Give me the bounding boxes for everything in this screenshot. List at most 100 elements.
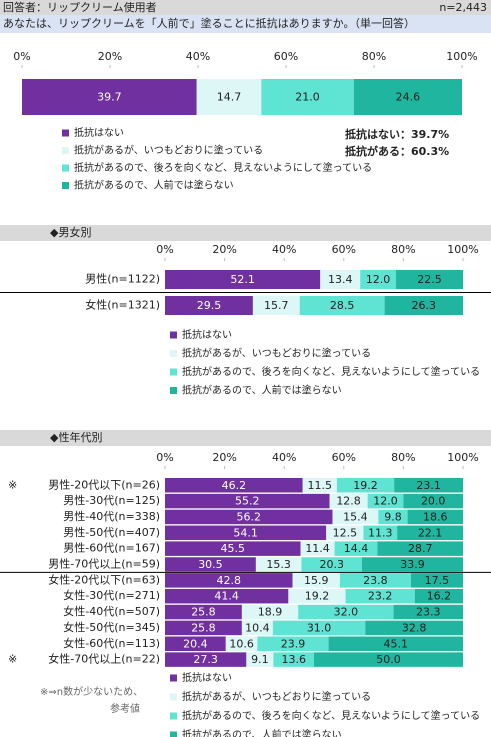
x-tick-label: 60% xyxy=(332,243,356,256)
bar-segment xyxy=(261,79,354,115)
bar-segment xyxy=(361,557,463,572)
bar-segment xyxy=(320,270,361,289)
value-label: 23.8 xyxy=(363,574,388,587)
bar-segment xyxy=(241,620,273,636)
bar-segment xyxy=(328,636,463,651)
value-label: 33.9 xyxy=(400,558,425,571)
category-label: 女性-20代以下(n=63) xyxy=(48,572,160,586)
bar-segment xyxy=(339,573,411,588)
value-label: 20.3 xyxy=(319,558,344,571)
bar-segment xyxy=(165,604,242,620)
legend-swatch xyxy=(170,368,177,376)
category-label: 男性-40代(n=338) xyxy=(63,509,160,523)
value-label: 30.5 xyxy=(198,558,223,571)
value-label: 11.4 xyxy=(305,542,330,555)
value-label: 55.2 xyxy=(235,495,260,508)
legend-swatch xyxy=(62,147,69,154)
value-label: 9.1 xyxy=(251,653,269,666)
bar-segment xyxy=(403,493,463,509)
value-label: 39.7 xyxy=(97,91,122,104)
legend-label: 抵抗があるので、後ろを向くなど、見えないようにして塗っている xyxy=(182,709,480,722)
value-label: 23.3 xyxy=(416,606,441,619)
bar-segment xyxy=(252,296,300,315)
value-label: 14.4 xyxy=(344,542,369,555)
x-tick-label: 20% xyxy=(212,451,236,464)
value-label: 41.4 xyxy=(214,590,239,603)
category-label: 男性-70代以上(n=59) xyxy=(48,557,160,571)
category-label: 男性-20代以下(n=26) xyxy=(48,477,160,491)
bar-segment xyxy=(300,541,335,556)
legend-label: 抵抗があるが、いつもどおりに塗っている xyxy=(182,347,371,360)
legend-label: 抵抗はない xyxy=(182,671,232,684)
bar-segment xyxy=(246,652,274,667)
legend-swatch xyxy=(62,129,69,137)
value-label: 32.8 xyxy=(402,621,427,634)
value-label: 20.4 xyxy=(183,637,208,650)
legend-label: 抵抗はない xyxy=(74,126,124,139)
bar-segment xyxy=(377,541,463,556)
value-label: 12.5 xyxy=(333,526,358,539)
value-label: 13.4 xyxy=(328,273,353,286)
value-label: 10.6 xyxy=(229,637,254,650)
category-label: 男性-30代(n=125) xyxy=(63,493,160,507)
bar-segment xyxy=(298,604,394,620)
x-tick-label: 40% xyxy=(272,451,296,464)
category-label: 男性-60代(n=167) xyxy=(63,541,160,555)
x-tick-label: 0% xyxy=(156,243,173,256)
bar-segment xyxy=(345,588,415,604)
value-label: 54.1 xyxy=(233,526,258,539)
value-label: 28.5 xyxy=(330,299,355,312)
value-label: 24.6 xyxy=(396,91,421,104)
value-label: 17.5 xyxy=(425,574,450,587)
value-label: 11.3 xyxy=(368,526,393,539)
value-label: 12.0 xyxy=(366,273,391,286)
value-label: 28.7 xyxy=(408,542,433,555)
value-label: 45.1 xyxy=(384,637,409,650)
bar-segment xyxy=(336,478,395,493)
legend-swatch xyxy=(170,350,177,357)
value-label: 18.9 xyxy=(258,606,283,619)
value-label: 45.5 xyxy=(221,542,246,555)
value-label: 18.6 xyxy=(423,510,448,523)
value-label: 46.2 xyxy=(222,479,247,492)
bar-segment xyxy=(165,478,303,493)
value-label: 15.9 xyxy=(304,574,329,587)
x-tick-label: 60% xyxy=(274,50,298,63)
value-label: 11.5 xyxy=(308,479,333,492)
legend-label: 抵抗があるので、後ろを向くなど、見えないようにして塗っている xyxy=(182,365,480,378)
legend-label: 抵抗があるが、いつもどおりに塗っている xyxy=(182,690,371,703)
bar-segment xyxy=(384,296,463,315)
value-label: 22.1 xyxy=(418,526,443,539)
bar-segment xyxy=(314,652,463,667)
value-label: 23.9 xyxy=(281,637,306,650)
legend-label: 抵抗はない xyxy=(182,328,232,341)
section-title: ◆性年代別 xyxy=(50,430,102,444)
legend-label: 抵抗があるので、人前では塗らない xyxy=(182,728,342,737)
legend-label: 抵抗があるので、後ろを向くなど、見えないようにして塗っている xyxy=(74,161,372,174)
x-tick-label: 100% xyxy=(447,243,478,256)
value-label: 20.0 xyxy=(421,495,446,508)
section-band xyxy=(0,430,491,446)
bar-segment xyxy=(225,636,258,651)
header-band xyxy=(0,0,491,15)
bar-segment xyxy=(165,636,226,651)
category-label: 女性-30代(n=271) xyxy=(63,588,160,602)
footnote: ※⇒n数が少ないため、 xyxy=(40,685,143,698)
value-label: 12.8 xyxy=(336,495,361,508)
category-label: 女性-60代(n=113) xyxy=(63,636,160,650)
value-label: 15.7 xyxy=(264,299,289,312)
bar-segment xyxy=(332,509,379,525)
bar-segment xyxy=(353,79,462,115)
category-label: 男性(n=1122) xyxy=(85,272,160,286)
value-label: 15.4 xyxy=(343,510,368,523)
legend-label: 抵抗があるので、人前では塗らない xyxy=(182,384,342,397)
bar-segment xyxy=(301,557,362,572)
bar-segment xyxy=(367,493,404,509)
legend-swatch xyxy=(170,712,177,720)
value-label: 14.7 xyxy=(217,91,242,104)
bar-segment xyxy=(292,573,340,588)
bar-segment xyxy=(414,588,463,604)
value-label: 25.8 xyxy=(191,621,216,634)
x-tick-label: 0% xyxy=(156,451,173,464)
x-tick-label: 80% xyxy=(391,243,415,256)
